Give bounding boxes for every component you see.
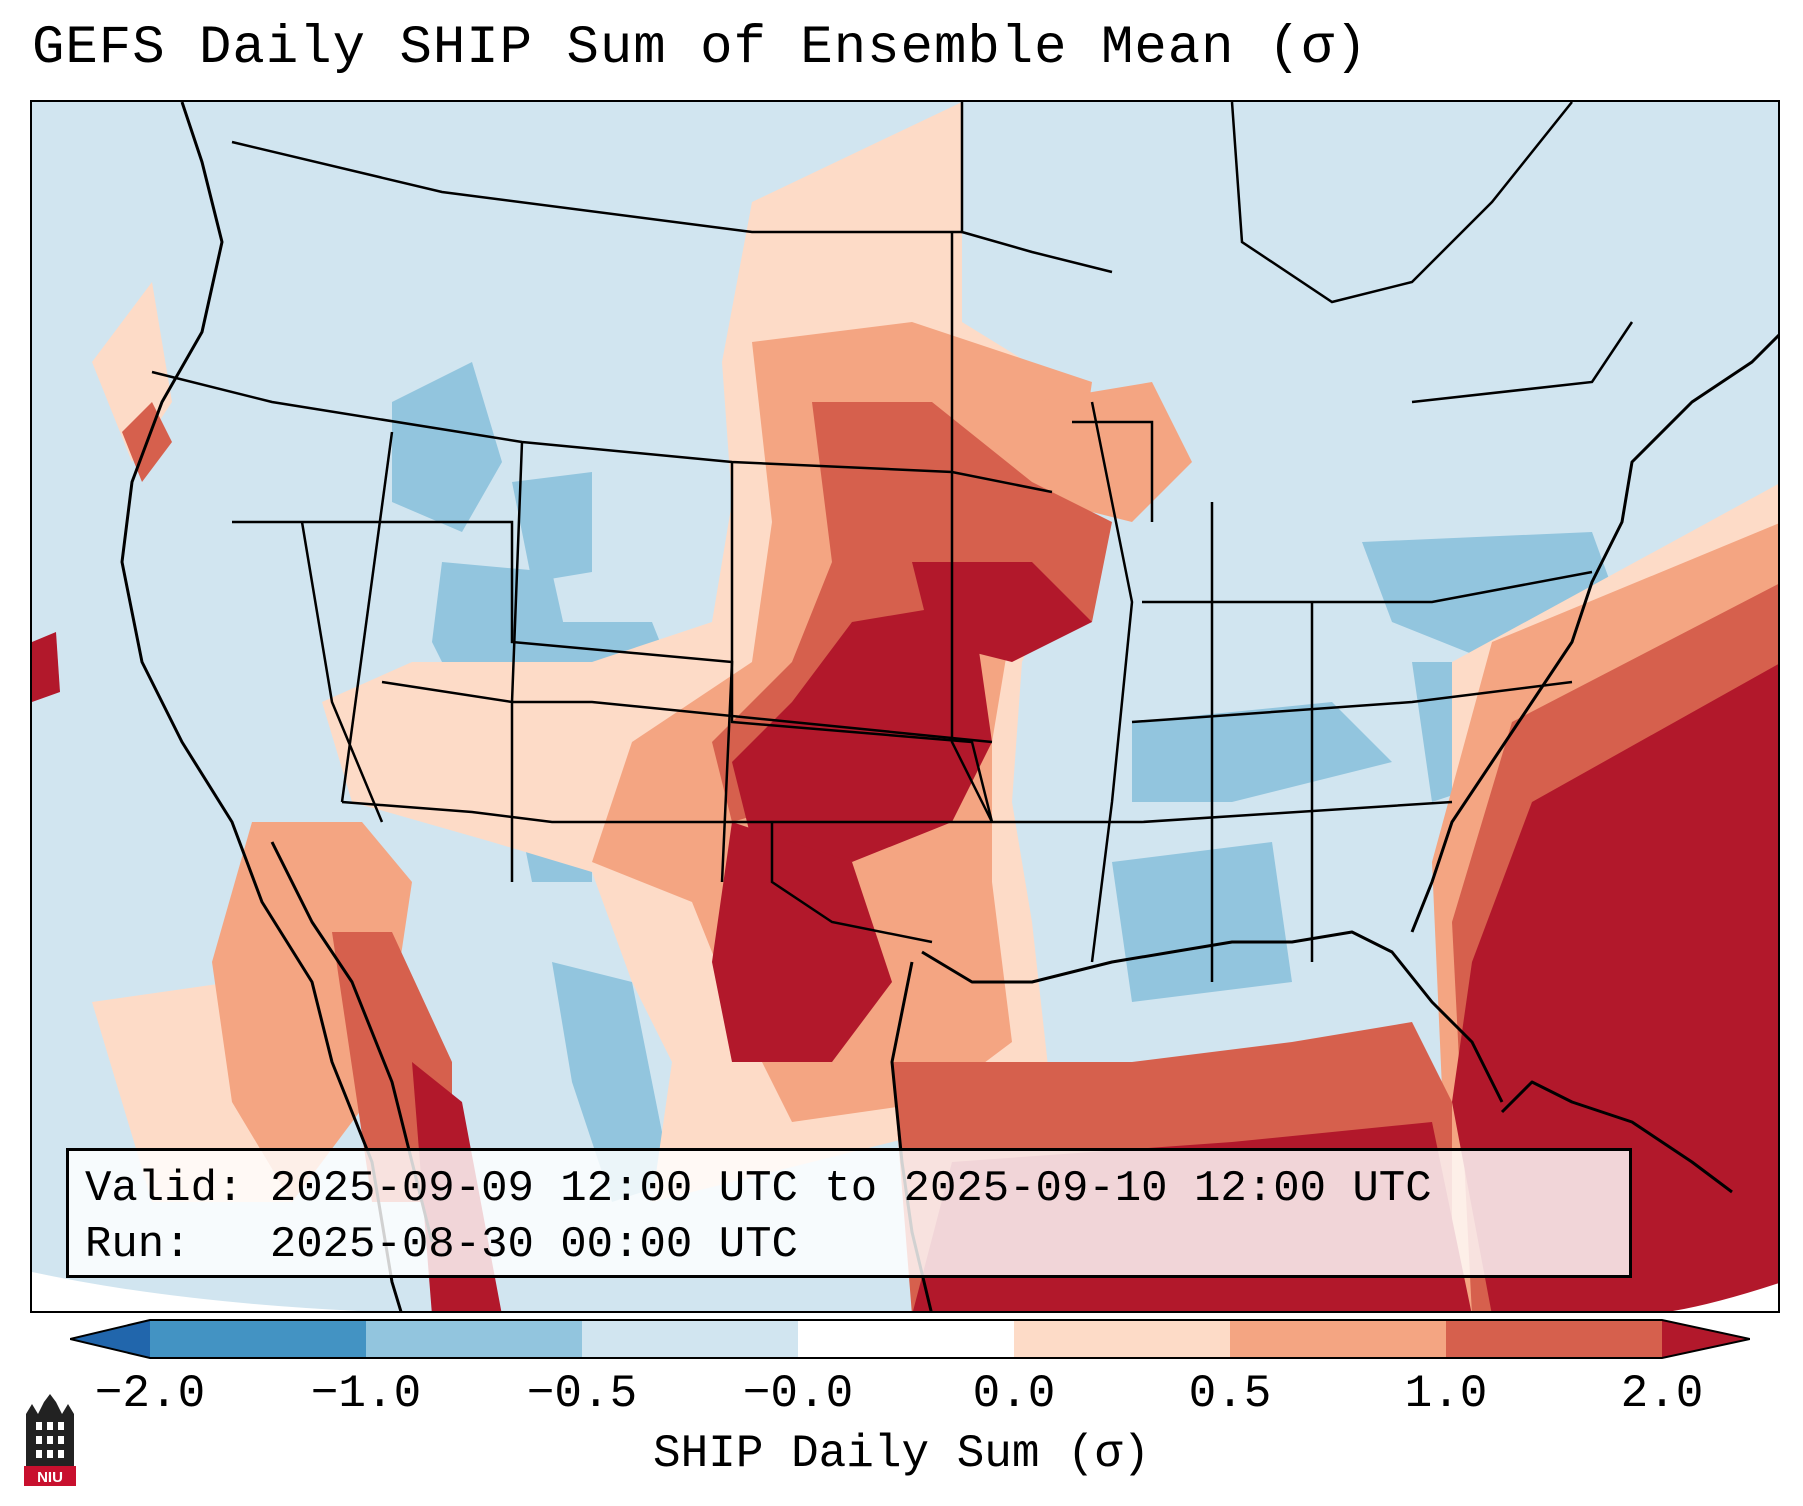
colorbar-segment	[1230, 1320, 1446, 1358]
map-edge-right	[1672, 1283, 1778, 1311]
logo-banner	[24, 1466, 76, 1486]
logo-text: NIU	[37, 1469, 63, 1486]
colorbar-tick-label: −0.5	[526, 1368, 638, 1420]
colorbar-tick-label: −1.0	[310, 1368, 422, 1420]
colorbar-tick-label: 1.0	[1404, 1368, 1488, 1420]
colorbar-label: SHIP Daily Sum (σ)	[653, 1428, 1150, 1480]
colorbar-tick-label: −0.0	[742, 1368, 854, 1420]
run-time-text: Run: 2025-08-30 00:00 UTC	[85, 1220, 798, 1270]
chart-title: GEFS Daily SHIP Sum of Ensemble Mean (σ)	[32, 18, 1369, 79]
colorbar-segment	[582, 1320, 798, 1358]
colorbar-tick-label: −2.0	[94, 1368, 206, 1420]
political-borders	[151, 102, 1634, 982]
colorbar-tick-label: 2.0	[1620, 1368, 1704, 1420]
colorbar-segment	[1446, 1320, 1662, 1358]
colorbar-tick-label: 0.5	[1188, 1368, 1272, 1420]
colorbar	[70, 1319, 1750, 1359]
colorbar-segment	[150, 1320, 366, 1358]
colorbar-extend-low	[70, 1320, 150, 1358]
colorbar-extend-high	[1662, 1320, 1750, 1358]
map-svg	[32, 102, 1778, 1311]
valid-time-text: Valid: 2025-09-09 12:00 UTC to 2025-09-1…	[85, 1164, 1432, 1214]
map-edge	[32, 1272, 359, 1311]
colorbar-segment	[366, 1320, 582, 1358]
colorbar-segment	[798, 1320, 1014, 1358]
colorbar-segment	[1014, 1320, 1230, 1358]
colorbar-tick-label: 0.0	[972, 1368, 1056, 1420]
valid-run-info-box: Valid: 2025-09-09 12:00 UTC to 2025-09-1…	[66, 1148, 1632, 1278]
map-panel	[30, 100, 1780, 1313]
niu-logo: NIU	[24, 1394, 76, 1486]
colorbar-outline	[70, 1319, 1750, 1359]
